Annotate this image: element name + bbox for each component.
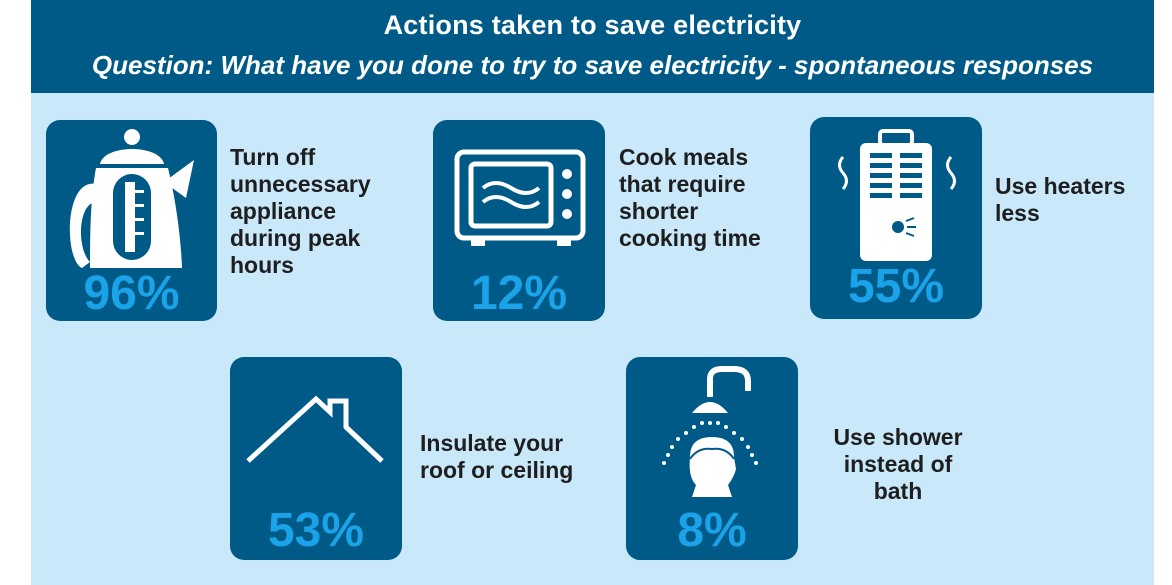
roof-tile: 53% <box>230 357 402 560</box>
action-label: Use heaters less <box>995 173 1126 226</box>
percent-value: 96% <box>83 267 180 320</box>
percent-value: 12% <box>470 267 568 320</box>
percent-value: 8% <box>677 504 747 557</box>
question-subtitle: Question: What have you done to try to s… <box>91 50 1094 80</box>
action-label: Turn off unnecessary appliance during pe… <box>230 144 371 278</box>
microwave-tile: 12% <box>433 120 605 321</box>
percent-value: 55% <box>847 260 945 313</box>
page-title: Actions taken to save electricity <box>383 10 802 40</box>
shower-icon <box>662 366 758 497</box>
header-banner: Actions taken to save electricity Questi… <box>31 0 1154 93</box>
heater-tile: 55% <box>810 117 982 319</box>
action-label: Insulate your roof or ceiling <box>420 430 574 483</box>
percent-value: 53% <box>267 504 365 557</box>
shower-tile: 8% <box>626 357 798 560</box>
microwave-icon <box>454 149 586 246</box>
action-label: Cook meals that require shorter cooking … <box>619 144 761 251</box>
kettle-icon <box>69 129 194 268</box>
action-label: Use shower instead of bath <box>833 424 963 504</box>
heater-icon <box>838 129 956 261</box>
roof-icon <box>246 395 384 463</box>
kettle-tile: 96% <box>46 120 217 321</box>
